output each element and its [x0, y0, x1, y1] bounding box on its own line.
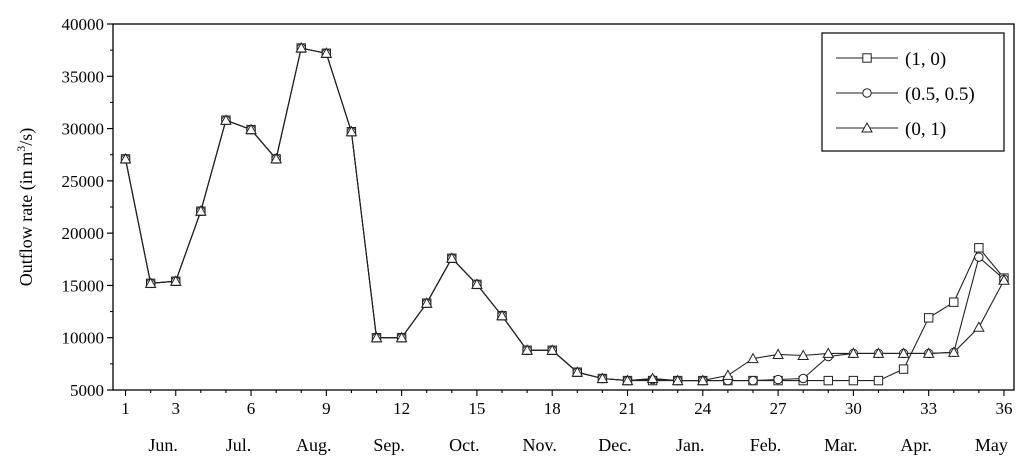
month-label: Oct. — [449, 435, 480, 455]
data-point-series-3 — [169, 275, 182, 286]
month-label: Jan. — [676, 435, 705, 455]
data-point-series-2 — [798, 373, 808, 384]
data-point-series-1 — [923, 313, 934, 323]
y-axis: 5000 10000 15000 20000 25000 30000 35000 40000 — [62, 15, 113, 400]
legend-label: (0, 1) — [905, 119, 946, 140]
x-tick-label: 9 — [322, 399, 331, 418]
month-label: Dec. — [598, 435, 631, 455]
legend-marker — [861, 121, 873, 133]
legend-box — [821, 32, 1005, 152]
month-labels: Jun. Jul. Aug. Sep. Oct. Nov. Dec. Jan. Feb. Mar.… — [148, 435, 1007, 455]
x-tick-label: 21 — [619, 399, 636, 418]
y-axis-title-sup: 3 — [14, 146, 28, 152]
x-tick-label: 18 — [544, 399, 561, 418]
month-label: Sep. — [373, 435, 405, 455]
legend-marker — [862, 88, 872, 98]
data-point-series-3 — [872, 347, 885, 358]
data-point-series-3 — [144, 277, 157, 288]
y-tick-label: 15000 — [62, 276, 105, 295]
data-point-series-3 — [671, 374, 684, 386]
data-point-series-1 — [848, 375, 859, 386]
data-point-series-2 — [748, 375, 758, 386]
month-label: Jul. — [226, 435, 252, 455]
x-tick-label: 15 — [468, 399, 485, 418]
data-point-series-1 — [898, 364, 909, 374]
data-point-series-3 — [345, 125, 358, 137]
x-tick-label: 30 — [845, 399, 862, 418]
y-axis-title: Outflow rate (in m3/s) — [14, 128, 37, 286]
x-tick-label: 6 — [247, 399, 256, 418]
y-tick-label: 40000 — [62, 15, 105, 34]
x-tick-label: 24 — [694, 399, 712, 418]
x-axis: 1 3 6 9 12 15 18 21 24 27 30 33 36 — [121, 390, 1012, 418]
data-point-series-3 — [897, 347, 910, 358]
data-point-series-1 — [873, 375, 884, 386]
month-label: Jun. — [148, 435, 178, 455]
x-tick-label: 12 — [393, 399, 410, 418]
month-label: Feb. — [750, 435, 782, 455]
data-point-series-3 — [973, 321, 985, 332]
series-markers — [119, 42, 1010, 386]
month-label: May — [975, 435, 1008, 455]
data-point-series-3 — [947, 346, 960, 357]
x-tick-label: 33 — [920, 399, 937, 418]
data-point-series-3 — [747, 352, 759, 364]
data-point-series-3 — [496, 309, 508, 321]
legend-marker — [862, 53, 872, 63]
data-point-series-3 — [119, 152, 132, 164]
x-tick-label: 1 — [121, 399, 130, 418]
data-point-series-3 — [295, 42, 308, 53]
data-point-series-3 — [822, 347, 835, 358]
data-point-series-3 — [646, 372, 659, 383]
data-point-series-3 — [847, 347, 860, 358]
y-tick-label: 5000 — [70, 381, 104, 400]
y-tick-label: 25000 — [62, 172, 105, 191]
data-point-series-3 — [320, 47, 333, 58]
month-label: Mar. — [824, 435, 858, 455]
month-label: Aug. — [296, 435, 332, 455]
data-point-series-3 — [445, 252, 458, 263]
data-point-series-2 — [773, 374, 783, 385]
data-point-series-3 — [420, 297, 433, 308]
data-point-series-1 — [949, 297, 959, 307]
data-point-series-2 — [974, 252, 984, 262]
data-point-series-1 — [974, 243, 984, 253]
month-label: Apr. — [900, 435, 932, 455]
data-point-series-3 — [571, 366, 584, 377]
y-tick-label: 35000 — [62, 67, 105, 86]
data-point-series-3 — [922, 347, 935, 358]
data-point-series-1 — [823, 375, 833, 386]
y-tick-label: 10000 — [62, 329, 105, 348]
y-tick-label: 20000 — [62, 224, 105, 243]
data-point-series-3 — [370, 331, 383, 343]
data-point-series-3 — [696, 374, 709, 386]
legend-label: (1, 0) — [905, 49, 946, 70]
data-point-series-3 — [194, 205, 207, 216]
data-point-series-3 — [220, 114, 232, 125]
legend-label: (0.5, 0.5) — [905, 84, 975, 105]
y-axis-title-post: /s) — [16, 128, 37, 146]
data-point-series-3 — [772, 348, 784, 359]
y-tick-label: 30000 — [62, 120, 105, 139]
data-point-series-3 — [797, 349, 810, 360]
x-tick-label: 27 — [770, 399, 788, 418]
x-tick-label: 3 — [171, 399, 180, 418]
data-point-series-3 — [722, 369, 734, 380]
data-point-series-3 — [521, 344, 533, 355]
data-point-series-3 — [596, 372, 609, 383]
x-tick-label: 36 — [995, 399, 1012, 418]
month-label: Nov. — [522, 435, 556, 455]
y-axis-title-pre: Outflow rate (in m — [16, 152, 37, 286]
data-point-series-3 — [270, 152, 282, 164]
data-point-series-3 — [245, 123, 257, 135]
legend: (1, 0) (0.5, 0.5) (0, 1) — [821, 32, 1005, 152]
data-point-series-3 — [395, 331, 408, 343]
data-point-series-3 — [546, 344, 559, 355]
data-point-series-3 — [471, 278, 483, 289]
data-point-series-3 — [621, 374, 634, 386]
data-point-series-3 — [998, 274, 1010, 285]
